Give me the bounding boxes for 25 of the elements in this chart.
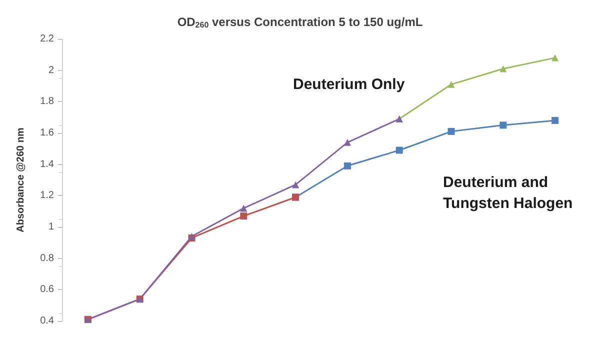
annotation: Deuterium and Tungsten Halogen bbox=[443, 174, 573, 212]
y-tick-label: 2 bbox=[48, 64, 54, 76]
y-tick-label: 0.4 bbox=[40, 316, 54, 326]
y-tick-label: 1 bbox=[48, 222, 54, 232]
annotation: Deuterium Only bbox=[293, 76, 406, 93]
point bbox=[292, 181, 300, 188]
y-tick-label: 0.8 bbox=[40, 252, 54, 264]
point bbox=[396, 146, 403, 154]
point bbox=[240, 212, 248, 220]
point bbox=[552, 116, 559, 124]
point bbox=[500, 65, 507, 72]
point bbox=[240, 204, 248, 212]
point bbox=[448, 128, 455, 135]
y-tick-label: 1.8 bbox=[40, 96, 54, 108]
y-tick-label: 0.6 bbox=[40, 284, 54, 296]
y-tick-label: 1.6 bbox=[40, 128, 54, 138]
point bbox=[344, 138, 351, 146]
y-tick-label: 1.4 bbox=[40, 158, 54, 170]
y-axis-title: Absorbance @260 nm bbox=[16, 128, 26, 232]
point bbox=[500, 122, 507, 129]
y-tick-label: 1.2 bbox=[40, 190, 54, 202]
y-tick-label: 2.2 bbox=[40, 34, 54, 44]
point bbox=[344, 162, 351, 170]
point bbox=[552, 54, 559, 62]
point bbox=[448, 80, 455, 88]
